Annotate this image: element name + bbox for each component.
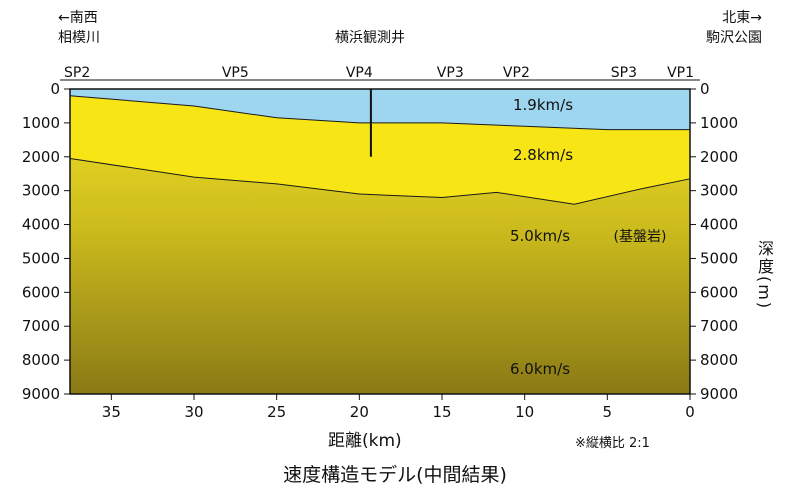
velocity-label: 1.9km/s (513, 96, 573, 114)
y-axis-label: 深度(m) (755, 240, 774, 311)
boundary-line-2 (69, 157, 691, 205)
y-tick-label-right: 4000 (700, 216, 738, 234)
y-tick-label-left: 4000 (22, 216, 60, 234)
y-tick-label-left: 0 (50, 80, 60, 98)
x-tick-label: 0 (685, 403, 695, 421)
southwest-direction-label: ←南西 (58, 10, 98, 26)
basement-rock-note: (基盤岩) (614, 228, 667, 245)
diagram-title: 速度構造モデル(中間結果) (283, 464, 507, 486)
layer-1-9 (70, 89, 690, 130)
survey-point-label: SP3 (611, 65, 637, 81)
komazawa-park-label: 駒沢公園 (706, 30, 762, 46)
y-tick-label-left: 2000 (22, 148, 60, 166)
plot-frame (69, 88, 691, 395)
y-tick-label-left: 7000 (22, 317, 60, 335)
northeast-direction-label: 北東→ (722, 10, 762, 26)
x-axis-label: 距離(km) (328, 431, 402, 451)
x-tick-label: 35 (102, 403, 121, 421)
y-tick-label-left: 5000 (22, 249, 60, 267)
y-tick-label-left: 9000 (22, 385, 60, 403)
y-tick-label-left: 6000 (22, 283, 60, 301)
survey-point-label: VP2 (503, 65, 530, 81)
survey-point-label: VP4 (346, 65, 373, 81)
boundary-line-1 (69, 95, 690, 131)
y-tick-label-left: 3000 (22, 182, 60, 200)
aspect-ratio-note: ※縦横比 2:1 (575, 436, 650, 451)
x-tick-label: 10 (515, 403, 534, 421)
survey-point-label: VP5 (222, 65, 249, 81)
y-tick-label-right: 6000 (700, 283, 738, 301)
velocity-label: 5.0km/s (510, 227, 570, 245)
survey-point-label: VP1 (667, 65, 694, 81)
x-tick-label: 25 (267, 403, 286, 421)
x-tick-label: 15 (432, 403, 451, 421)
y-tick-label-left: 8000 (22, 351, 60, 369)
x-tick-label: 5 (603, 403, 613, 421)
y-tick-label-right: 3000 (700, 182, 738, 200)
yokohama-well-label: 横浜観測井 (335, 30, 405, 46)
x-tick-label: 20 (350, 403, 369, 421)
velocity-label: 6.0km/s (510, 360, 570, 378)
y-tick-label-right: 5000 (700, 249, 738, 267)
y-tick-label-right: 2000 (700, 148, 738, 166)
sagami-river-label: 相模川 (58, 30, 100, 46)
x-tick-label: 30 (184, 403, 203, 421)
velocity-label: 2.8km/s (513, 146, 573, 164)
y-tick-label-right: 7000 (700, 317, 738, 335)
survey-point-label: SP2 (64, 65, 90, 81)
y-tick-label-right: 8000 (700, 351, 738, 369)
survey-point-label: VP3 (437, 65, 464, 81)
y-tick-label-left: 1000 (22, 114, 60, 132)
y-tick-label-right: 1000 (700, 114, 738, 132)
y-tick-label-right: 9000 (700, 385, 738, 403)
y-tick-label-right: 0 (700, 80, 710, 98)
